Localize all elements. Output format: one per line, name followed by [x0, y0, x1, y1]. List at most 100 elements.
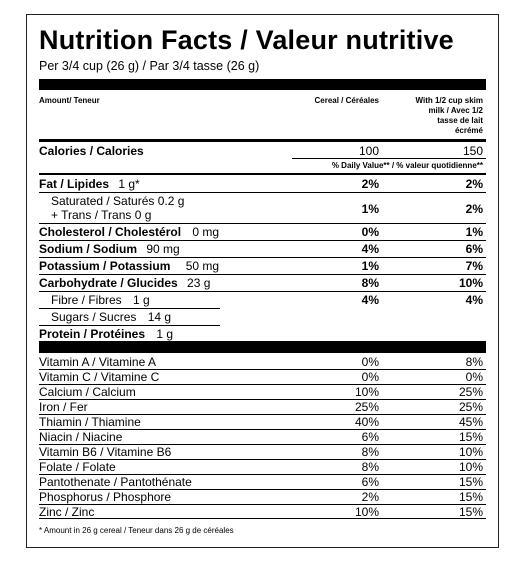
nutrition-facts-panel: Nutrition Facts / Valeur nutritive Per 3…: [26, 14, 499, 548]
divider-thin: [39, 429, 486, 430]
vitamin-cereal-value: 6%: [361, 475, 379, 489]
divider-thin: [39, 223, 486, 224]
divider-thin: [39, 308, 220, 309]
sugars-row: Sugars / Sucres 14 g: [51, 310, 171, 324]
vitamin-milk-value: 10%: [458, 460, 483, 474]
sugars-label: Sugars / Sucres: [51, 310, 137, 324]
vitamin-milk-value: 25%: [458, 385, 483, 399]
vitamin-cereal-value: 10%: [354, 505, 379, 519]
thick-divider: [39, 341, 486, 353]
amount-header: Amount/ Teneur: [39, 96, 100, 105]
fibre-cereal: 4%: [361, 293, 379, 307]
vitamin-cereal-value: 0%: [361, 355, 379, 369]
vitamin-label: Niacin / Niacine: [39, 430, 123, 444]
vitamin-milk-value: 15%: [458, 490, 483, 504]
vitamin-cereal-value: 40%: [354, 415, 379, 429]
vitamin-label: Pantothenate / Pantothénate: [39, 475, 192, 489]
cholesterol-amount: 0 mg: [192, 225, 220, 239]
fibre-amount: 1 g: [133, 293, 150, 307]
milk-header-line2: milk / Avec 1/2: [428, 106, 483, 115]
fibre-label: Fibre / Fibres: [51, 293, 122, 307]
sugars-amount: 14 g: [147, 310, 172, 324]
protein-amount: 1 g: [156, 327, 174, 341]
divider-thin: [39, 274, 486, 275]
vitamin-label: Vitamin B6 / Vitamine B6: [39, 445, 172, 459]
fat-row: Fat / Lipides 1 g*: [39, 177, 140, 191]
divider-thin: [39, 504, 486, 505]
vitamin-milk-value: 15%: [458, 505, 483, 519]
vitamin-milk-value: 15%: [458, 430, 483, 444]
divider-thin: [292, 158, 486, 159]
vitamin-label: Calcium / Calcium: [39, 385, 136, 399]
vitamin-cereal-value: 8%: [361, 445, 379, 459]
vitamin-milk-value: 15%: [458, 475, 483, 489]
vitamin-milk-value: 0%: [465, 370, 483, 384]
vitamin-cereal-value: 0%: [361, 370, 379, 384]
vitamin-milk-value: 8%: [465, 355, 483, 369]
divider-thin: [39, 399, 486, 400]
vitamin-label: Vitamin C / Vitamine C: [39, 370, 160, 384]
carbohydrate-cereal: 8%: [361, 276, 379, 290]
milk-column-header: With 1/2 cup skim milk / Avec 1/2 tasse …: [416, 96, 484, 136]
sodium-amount: 90 mg: [146, 242, 180, 256]
divider-thin: [39, 518, 486, 519]
carbohydrate-amount: 23 g: [187, 276, 211, 290]
potassium-cereal: 1%: [361, 259, 379, 273]
vitamin-milk-value: 10%: [458, 445, 483, 459]
divider-thin: [39, 192, 486, 193]
vitamin-label: Zinc / Zinc: [39, 505, 95, 519]
protein-label: Protein / Protéines: [39, 327, 146, 341]
cholesterol-cereal: 0%: [361, 225, 379, 239]
fat-amount: 1 g*: [118, 177, 140, 191]
saturated-label: Saturated / Saturés: [51, 194, 155, 208]
divider-medium: [39, 139, 486, 142]
vitamin-cereal-value: 2%: [361, 490, 379, 504]
fat-label: Fat / Lipides: [39, 177, 110, 191]
vitamin-label: Folate / Folate: [39, 460, 116, 474]
divider-thin: [39, 257, 486, 258]
potassium-amount: 50 mg: [185, 259, 220, 273]
divider-thin: [39, 369, 486, 370]
fat-cereal: 2%: [361, 177, 379, 191]
vitamin-label: Iron / Fer: [39, 400, 88, 414]
carbohydrate-label: Carbohydrate / Glucides: [39, 276, 178, 290]
saturated-cereal: 1%: [361, 202, 379, 216]
milk-header-line3: tasse de lait: [437, 116, 483, 125]
calories-cereal: 100: [358, 144, 379, 158]
protein-row: Protein / Protéines 1 g: [39, 327, 173, 341]
cholesterol-milk: 1%: [465, 225, 483, 239]
divider-thin: [39, 444, 486, 445]
sodium-cereal: 4%: [361, 242, 379, 256]
milk-header-line4: écrémé: [454, 126, 483, 135]
daily-value-header: % Daily Value** / % valeur quotidienne**: [331, 161, 483, 170]
vitamin-label: Thiamin / Thiamine: [39, 415, 141, 429]
cereal-column-header: Cereal / Céréales: [314, 96, 380, 105]
potassium-row: Potassium / Potassium 50 mg: [39, 259, 219, 273]
trans-line: + Trans / Trans 0 g: [51, 208, 184, 222]
potassium-label: Potassium / Potassium: [39, 259, 171, 273]
divider-thin: [39, 384, 486, 385]
vitamin-label: Vitamin A / Vitamine A: [39, 355, 156, 369]
sodium-milk: 6%: [465, 242, 483, 256]
saturated-line: Saturated / Saturés 0.2 g: [51, 194, 184, 208]
panel-title: Nutrition Facts / Valeur nutritive: [39, 25, 454, 55]
fat-milk: 2%: [465, 177, 483, 191]
vitamin-milk-value: 45%: [458, 415, 483, 429]
carbohydrate-milk: 10%: [458, 276, 483, 290]
vitamin-cereal-value: 6%: [361, 430, 379, 444]
vitamin-label: Phosphorus / Phosphore: [39, 490, 172, 504]
serving-size: Per 3/4 cup (26 g) / Par 3/4 tasse (26 g…: [39, 59, 260, 73]
calories-label: Calories / Calories: [39, 144, 144, 158]
saturated-milk: 2%: [465, 202, 483, 216]
saturated-trans-row: Saturated / Saturés 0.2 g + Trans / Tran…: [51, 194, 184, 222]
divider-thin: [39, 240, 486, 241]
divider-thin: [39, 459, 486, 460]
divider-thin: [39, 474, 486, 475]
carbohydrate-row: Carbohydrate / Glucides 23 g: [39, 276, 210, 290]
milk-header-line1: With 1/2 cup skim: [415, 96, 484, 105]
divider-thin: [39, 291, 486, 292]
divider-thin: [39, 414, 486, 415]
trans-label: + Trans / Trans: [51, 208, 132, 222]
footnote: * Amount in 26 g cereal / Teneur dans 26…: [39, 526, 234, 535]
calories-milk: 150: [462, 144, 483, 158]
